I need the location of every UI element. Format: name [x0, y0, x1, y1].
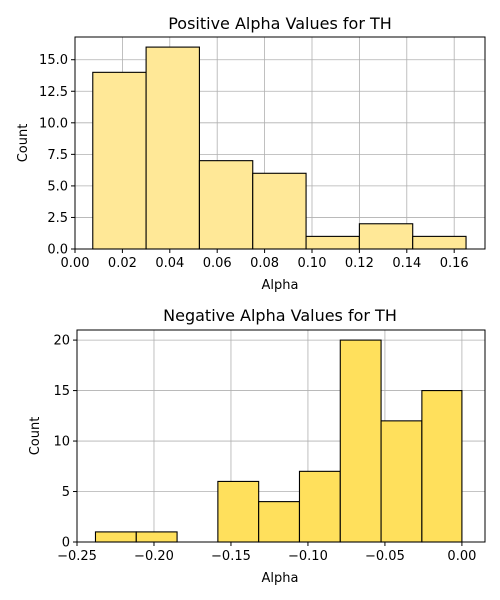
- histogram-bar: [94, 531, 137, 543]
- x-tick-label: 0.14: [392, 256, 421, 271]
- y-tick-label: 12.5: [39, 85, 68, 100]
- x-tick-label: −0.25: [57, 549, 97, 564]
- x-tick-label: 0.02: [108, 256, 137, 271]
- x-tick-label: −0.20: [134, 549, 174, 564]
- histogram-bar: [358, 223, 414, 250]
- histogram-bar: [258, 501, 301, 543]
- histogram-bar: [412, 235, 467, 250]
- x-tick-label: 0.10: [298, 256, 327, 271]
- y-tick-label: 2.5: [47, 211, 68, 226]
- x-tick-label: 0.16: [440, 256, 469, 271]
- x-tick-label: −0.15: [211, 549, 251, 564]
- histogram-bar: [421, 390, 463, 543]
- y-tick-label: 5.0: [47, 179, 68, 194]
- y-tick-label: 15.0: [39, 53, 68, 68]
- y-tick-label: 15: [53, 384, 70, 399]
- x-tick-label: 0.06: [203, 256, 232, 271]
- histogram-bar: [92, 71, 147, 250]
- x-tick-label: 0.00: [447, 549, 476, 564]
- y-tick-label: 10: [53, 435, 70, 450]
- histogram-bar: [198, 160, 254, 250]
- histogram-bar: [252, 172, 307, 250]
- y-axis-label: Count: [28, 417, 43, 456]
- histogram-bar: [145, 46, 200, 250]
- histogram-bar: [380, 420, 423, 543]
- bars: [94, 339, 463, 543]
- x-tick-label: −0.05: [365, 549, 405, 564]
- bars: [92, 46, 467, 250]
- x-tick-label: 0.04: [155, 256, 184, 271]
- y-tick-label: 20: [53, 334, 70, 349]
- x-axis-label: Alpha: [262, 571, 299, 586]
- histogram-bar: [305, 235, 360, 250]
- negative-alpha-panel: Negative Alpha Values for TH Alpha Count…: [28, 306, 486, 586]
- histogram-bar: [217, 480, 260, 543]
- y-axis-label: Count: [16, 124, 31, 163]
- x-tick-label: 0.08: [250, 256, 279, 271]
- y-tick-label: 5: [62, 485, 70, 500]
- y-tick-label: 0: [62, 536, 70, 551]
- x-tick-label: 0.12: [345, 256, 374, 271]
- axes-frame: [74, 36, 486, 250]
- x-tick-label: −0.10: [288, 549, 328, 564]
- y-tick-label: 10.0: [39, 116, 68, 131]
- y-tick-label: 7.5: [47, 148, 68, 163]
- y-tick-label: 0.0: [47, 243, 68, 258]
- histogram-bar: [298, 470, 341, 543]
- histogram-bar: [339, 339, 382, 543]
- x-axis-label: Alpha: [262, 278, 299, 293]
- axes-frame: [76, 329, 486, 543]
- chart-title: Negative Alpha Values for TH: [163, 306, 397, 325]
- histogram-bar: [135, 531, 178, 543]
- x-tick-label: 0.00: [61, 256, 90, 271]
- chart-title: Positive Alpha Values for TH: [168, 14, 392, 33]
- positive-alpha-panel: Positive Alpha Values for TH Alpha Count…: [16, 14, 486, 293]
